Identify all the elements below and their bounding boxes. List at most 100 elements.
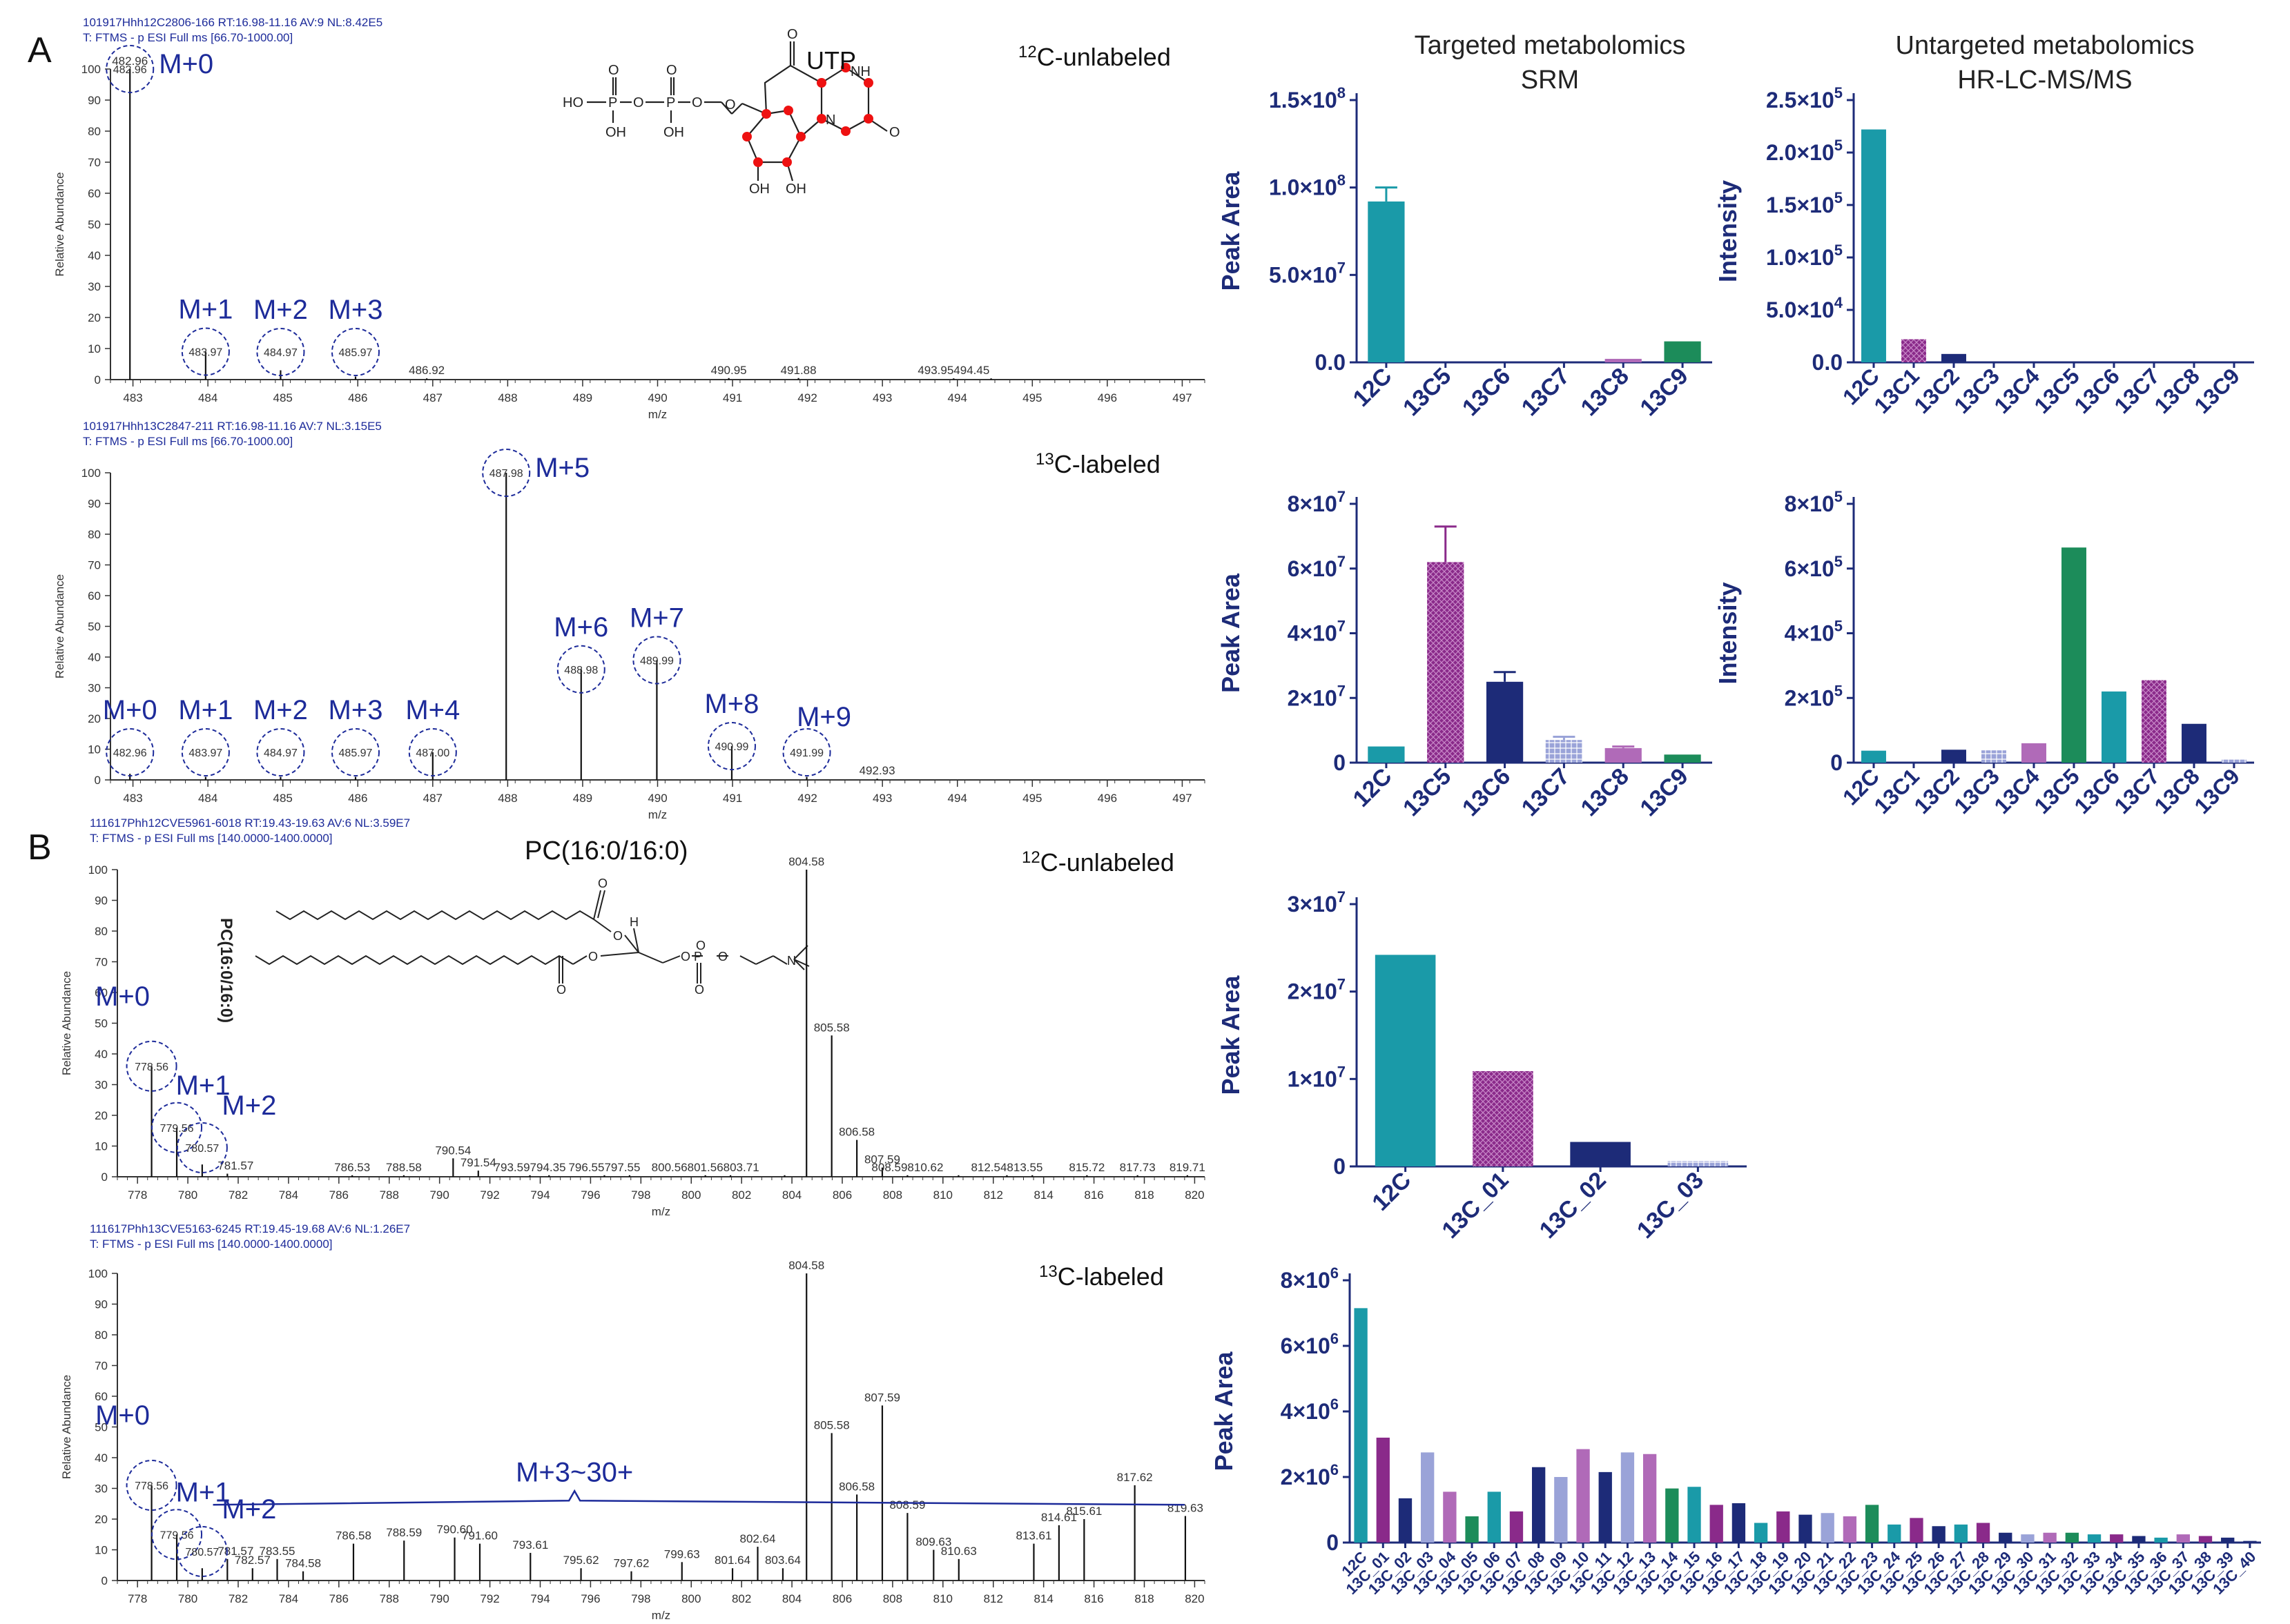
bar-y-tick-label: 0.0 <box>1315 350 1346 375</box>
bar-category-label: 13C6 <box>1457 363 1515 421</box>
x-tick-label: 496 <box>1098 391 1117 404</box>
y-tick-label: 20 <box>95 1109 108 1122</box>
bar-category-label: 13C2 <box>1909 363 1964 418</box>
y-tick-label: 10 <box>88 743 101 756</box>
bar <box>1664 341 1701 362</box>
isotopologue-circle <box>482 449 531 497</box>
atom-label: O <box>608 63 619 78</box>
peak-mz-label: 782.57 <box>235 1554 271 1567</box>
isotopologue-label: M+8 <box>705 689 759 719</box>
isotopologue-circle <box>256 728 305 776</box>
x-tick-label: 786 <box>329 1188 349 1202</box>
spectrum-a-12c-group: 101917Hhh12C2806-166 RT:16.98-11.16 AV:9… <box>53 16 1205 421</box>
bar-y-tick-label: 5.0×107 <box>1269 259 1346 287</box>
spectrum-x-label: m/z <box>648 408 667 421</box>
x-tick-label: 820 <box>1185 1188 1204 1202</box>
spectrum-b-13c-group: 111617Phh13CVE5163-6245 RT:19.45-19.68 A… <box>60 1222 1205 1622</box>
bar-y-tick-label: 0 <box>1333 1154 1346 1179</box>
targeted-header-line1: Targeted metabolomics <box>1415 31 1686 60</box>
peak-mz-label: 804.58 <box>788 1259 824 1272</box>
bar <box>1642 1454 1657 1543</box>
bar-category-label: 13C7 <box>1517 763 1575 821</box>
y-tick-label: 70 <box>95 1360 108 1373</box>
isotopologue-circle <box>256 328 305 376</box>
x-tick-label: 788 <box>380 1188 399 1202</box>
bar-category-label: 13C1 <box>1869 763 1924 819</box>
spectrum-isotope-label: 13C-labeled <box>1039 1262 1164 1291</box>
peak-mz-label: 791.54 <box>460 1156 496 1169</box>
x-tick-label: 491 <box>723 391 742 404</box>
bar-y-label: Peak Area <box>1216 171 1245 291</box>
x-tick-label: 820 <box>1185 1592 1204 1605</box>
bar <box>1368 746 1405 763</box>
bar-category-label: 13C6 <box>2069 363 2124 418</box>
bar <box>1981 750 2006 763</box>
y-tick-label: 60 <box>88 187 101 200</box>
peak-mz-label: 793.59794.35 <box>494 1161 566 1174</box>
circle-mz-label: 487.00 <box>416 747 449 759</box>
isotopologue-circle <box>707 722 756 771</box>
bar <box>1576 1449 1590 1543</box>
peak-mz-label: 490.95 <box>711 364 747 377</box>
atom-label: O <box>692 95 703 110</box>
x-tick-label: 798 <box>631 1592 650 1605</box>
bar <box>1473 1070 1533 1166</box>
panel-label-b: B <box>28 828 52 868</box>
bar-y-tick-label: 2×105 <box>1785 682 1843 710</box>
circle-mz-label: 489.99 <box>640 655 674 667</box>
bar-category-label: 13C9 <box>1635 363 1693 421</box>
spectrum-scan-filter: T: FTMS - p ESI Full ms [140.0000-1400.0… <box>90 832 333 845</box>
isotopologue-label: M+0 <box>159 49 213 79</box>
bar-y-tick-label: 0 <box>1326 1530 1339 1555</box>
x-tick-label: 485 <box>273 792 293 805</box>
peak-mz-label: 784.58 <box>285 1557 321 1570</box>
bar <box>2182 723 2206 763</box>
atom-label: O <box>588 950 598 963</box>
peak-mz-label: 808.59810.62 <box>871 1161 943 1174</box>
spectrum-a-13c-group: 101917Hhh13C2847-211 RT:16.98-11.16 AV:7… <box>53 420 1205 821</box>
x-tick-label: 794 <box>530 1188 550 1202</box>
y-tick-label: 80 <box>88 125 101 138</box>
bar-category-label: 13C6 <box>1457 763 1515 821</box>
x-tick-label: 800 <box>681 1592 701 1605</box>
bar-category-label: 13C1 <box>1869 363 1924 418</box>
peak-mz-label: 817.73 <box>1120 1161 1156 1174</box>
bar-category-label: 13C_03 <box>1632 1167 1709 1244</box>
circle-mz-label: 483.97 <box>188 747 222 759</box>
isotopologue-label: M+4 <box>405 695 460 725</box>
peak-mz-label: 486.92 <box>409 364 445 377</box>
y-tick-label: 100 <box>88 863 108 877</box>
peak-mz-label: 781.57 <box>217 1160 253 1173</box>
atom-label: O <box>556 983 566 997</box>
x-tick-label: 486 <box>348 792 367 805</box>
bar-category-label: 13C4 <box>1989 363 2044 418</box>
peak-mz-label: 805.58 <box>814 1418 850 1431</box>
bar <box>1532 1467 1546 1543</box>
bar <box>1776 1511 1790 1543</box>
y-tick-label: 0 <box>101 1574 108 1587</box>
x-tick-label: 491 <box>723 792 742 805</box>
bar <box>2087 1534 2102 1543</box>
bar <box>1821 1513 1834 1543</box>
bar <box>1427 562 1464 763</box>
atom-label: P <box>666 95 675 110</box>
bar <box>1798 1514 1812 1543</box>
bar <box>1398 1498 1413 1543</box>
y-tick-label: 30 <box>95 1483 108 1496</box>
y-tick-label: 40 <box>88 249 101 262</box>
x-tick-label: 804 <box>782 1188 802 1202</box>
y-tick-label: 80 <box>95 1329 108 1342</box>
peak-mz-label: 819.63 <box>1167 1502 1203 1515</box>
bar <box>1664 754 1701 763</box>
bar-y-tick-label: 0 <box>1333 750 1346 775</box>
bar <box>1941 353 1966 362</box>
peak-mz-label: 781.57 <box>217 1545 253 1558</box>
y-tick-label: 0 <box>95 373 101 387</box>
circle-mz-label: 484.97 <box>264 747 298 759</box>
x-tick-label: 780 <box>178 1592 197 1605</box>
bar-y-tick-label: 2.0×105 <box>1766 137 1843 165</box>
bar <box>1443 1491 1457 1543</box>
atom-label: O <box>695 983 704 997</box>
peak-mz-label: 799.63 <box>664 1547 700 1561</box>
